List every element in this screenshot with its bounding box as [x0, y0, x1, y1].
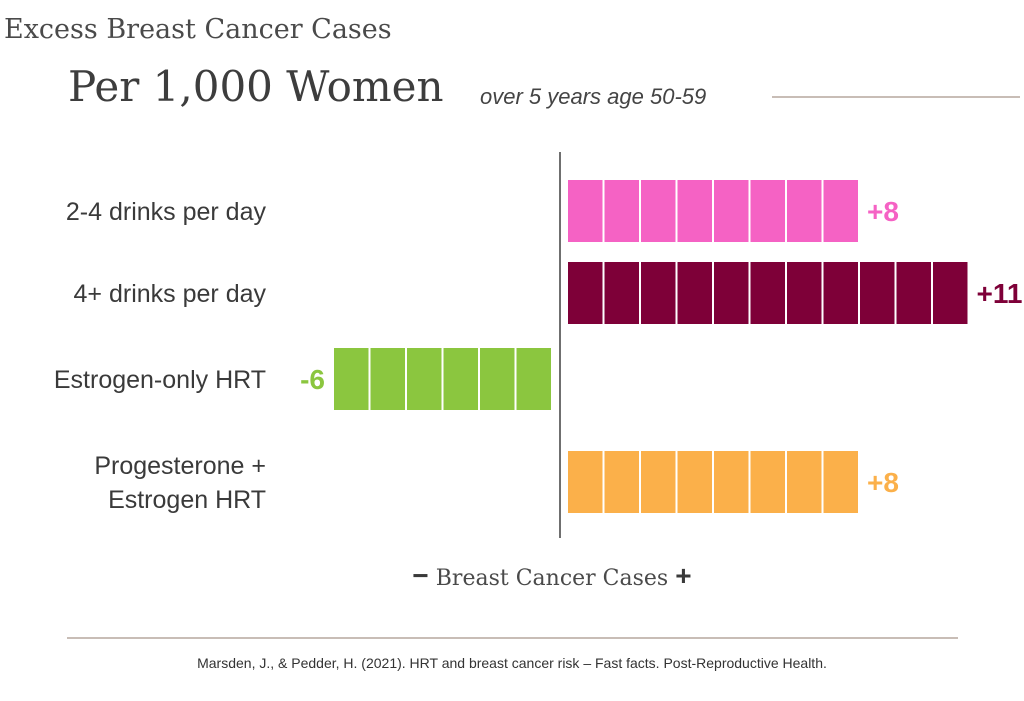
bar-unit-block — [750, 262, 785, 324]
bar-unit-block — [334, 348, 369, 410]
minus-sign: − — [412, 560, 429, 591]
x-axis-label: Breast Cancer Cases — [435, 566, 669, 591]
data-label: -6 — [300, 364, 325, 395]
bar-unit-block — [896, 262, 931, 324]
bar-unit-block — [604, 180, 639, 242]
source-citation: Marsden, J., & Pedder, H. (2021). HRT an… — [197, 655, 827, 671]
chart-subtitle-qualifier: over 5 years age 50-59 — [480, 84, 707, 109]
bar-unit-block — [641, 451, 676, 513]
bar-unit-block — [604, 451, 639, 513]
bar-unit-block — [370, 348, 405, 410]
bar-unit-block — [443, 348, 478, 410]
bar-unit-block — [677, 180, 712, 242]
bar-unit-block — [677, 262, 712, 324]
bar-unit-block — [604, 262, 639, 324]
axis-caption: − Breast Cancer Cases + — [0, 560, 1024, 592]
bar-unit-block — [641, 180, 676, 242]
chart-title: Excess Breast Cancer Cases — [4, 14, 392, 45]
bar-unit-block — [568, 262, 603, 324]
bar-unit-block — [568, 180, 603, 242]
bar-unit-block — [516, 348, 551, 410]
data-label: +8 — [867, 467, 899, 498]
bar-unit-block — [860, 262, 895, 324]
bar-unit-block — [933, 262, 968, 324]
bar-unit-block — [568, 451, 603, 513]
bar-unit-block — [677, 451, 712, 513]
footer-divider — [67, 637, 958, 639]
bar-unit-block — [407, 348, 442, 410]
bar-unit-block — [787, 262, 822, 324]
bar-unit-block — [823, 262, 858, 324]
category-label: 2-4 drinks per day — [66, 198, 267, 226]
bar-unit-block — [480, 348, 515, 410]
bar-unit-block — [787, 180, 822, 242]
bar-unit-block — [787, 451, 822, 513]
data-label: +11 — [977, 278, 1023, 309]
bar-unit-block — [714, 262, 749, 324]
category-label: Estrogen-only HRT — [54, 366, 266, 394]
bar-unit-block — [823, 451, 858, 513]
bar-unit-block — [714, 180, 749, 242]
bar-unit-block — [750, 451, 785, 513]
category-label: Estrogen HRT — [108, 486, 266, 514]
title-divider — [772, 96, 1020, 98]
chart-subtitle-main: Per 1,000 Women — [68, 62, 444, 111]
category-label: 4+ drinks per day — [74, 280, 267, 308]
bar-unit-block — [823, 180, 858, 242]
bar-unit-block — [750, 180, 785, 242]
category-label: Progesterone + — [94, 452, 266, 480]
bar-unit-block — [641, 262, 676, 324]
bar-chart: +8 2-4 drinks per day +11 4+ drinks per day… — [54, 152, 1023, 538]
plus-sign: + — [675, 560, 692, 591]
data-label: +8 — [867, 196, 899, 227]
bar-unit-block — [714, 451, 749, 513]
